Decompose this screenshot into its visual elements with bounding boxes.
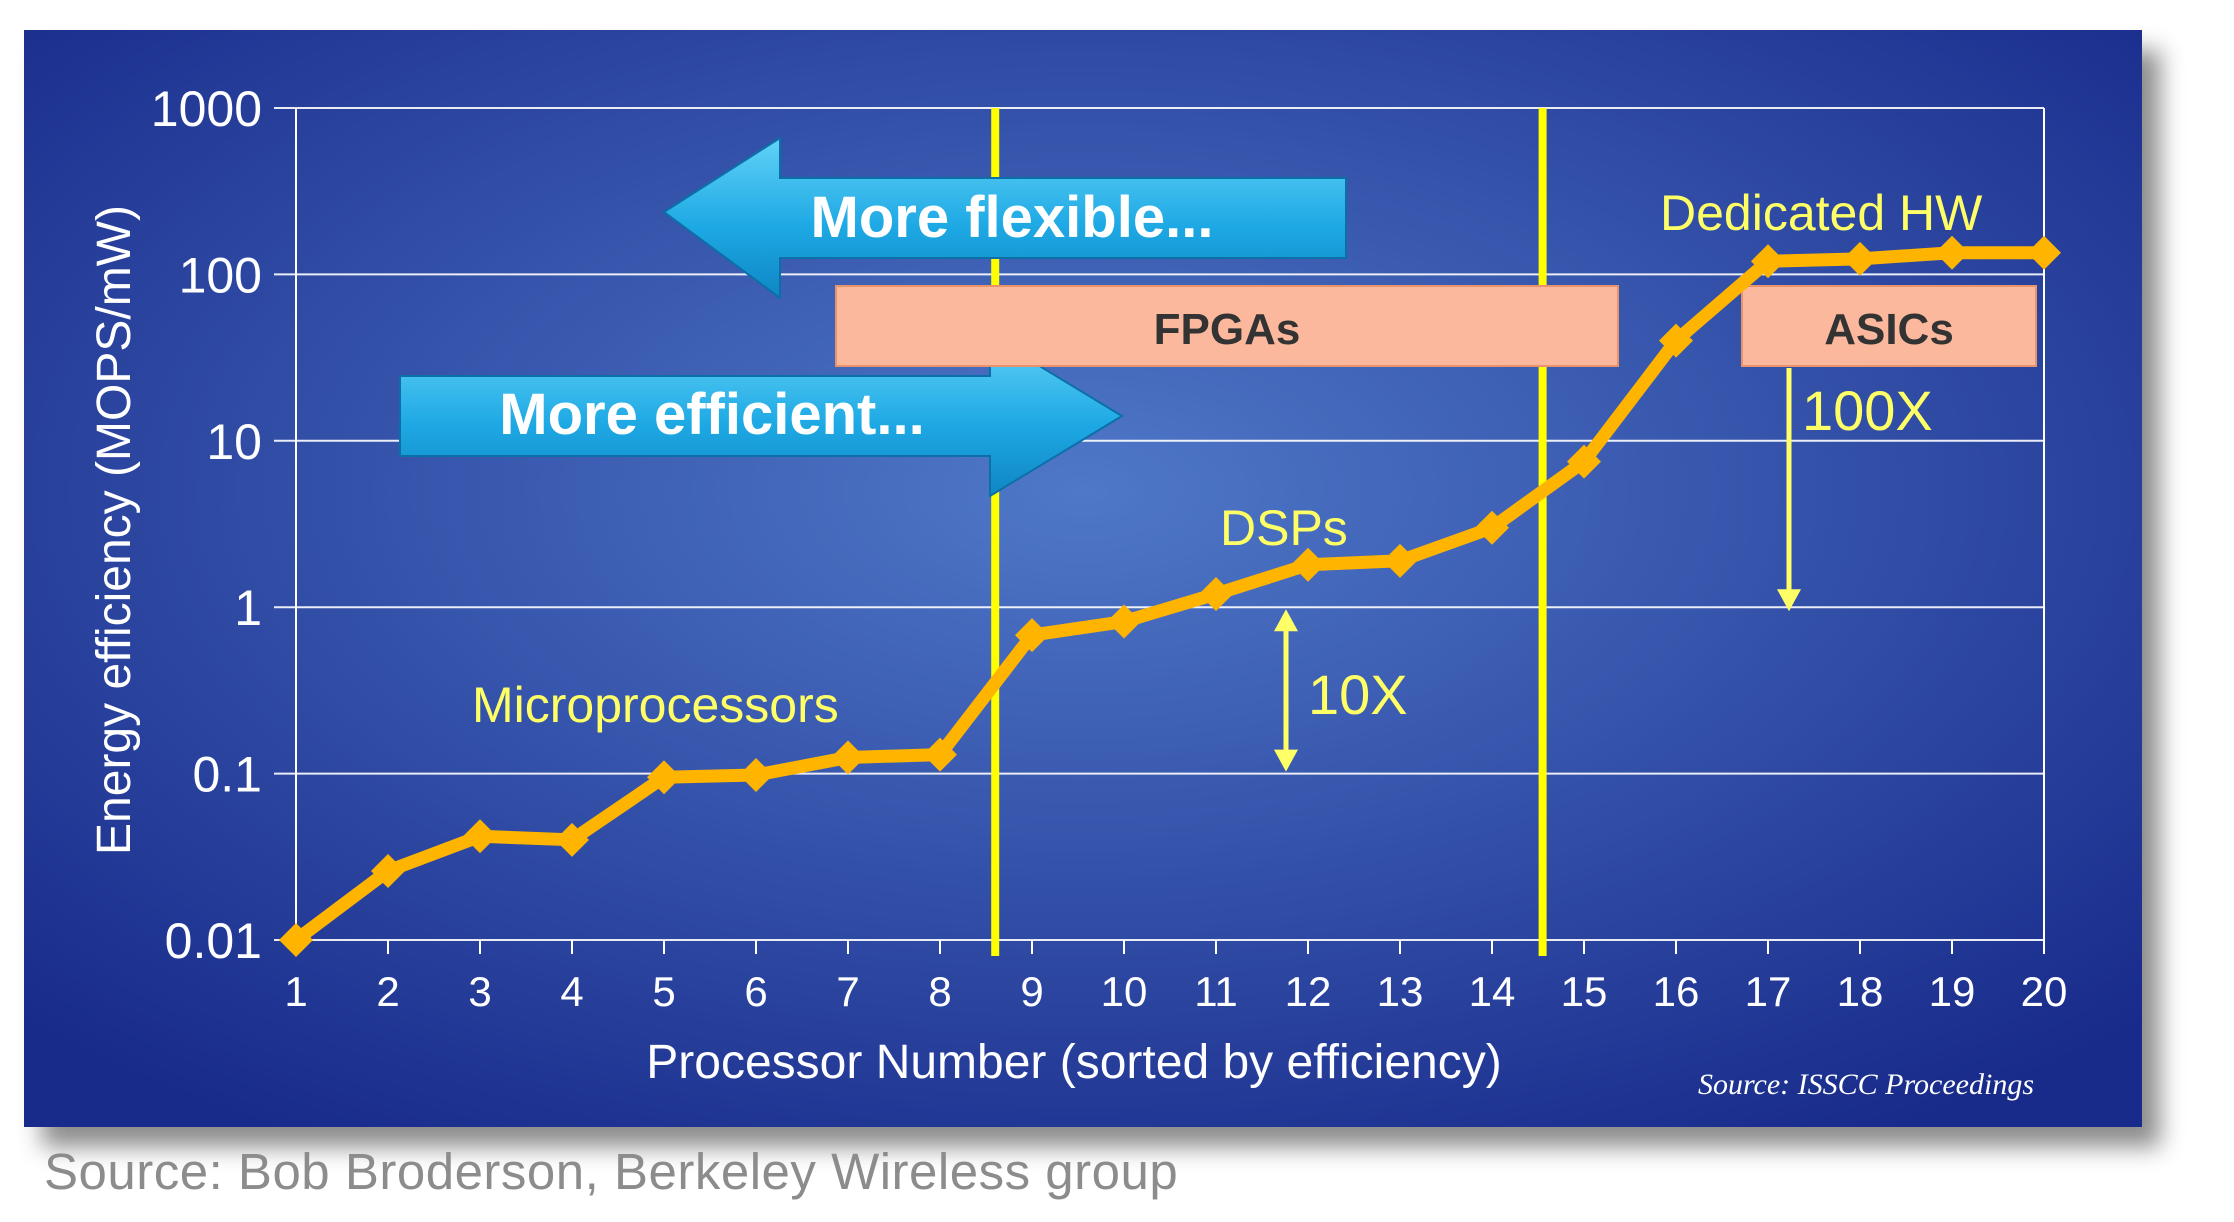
data-point [1567,444,1601,479]
y-axis-title: Energy efficiency (MOPS/mW) [88,205,141,855]
data-point [1291,547,1325,582]
data-point [1107,604,1141,639]
x-tick-label: 17 [1745,968,1792,1015]
x-tick-label: 2 [376,968,399,1015]
data-point [1199,577,1233,612]
x-axis-title: Processor Number (sorted by efficiency) [646,1036,1501,1089]
data-point [923,737,957,772]
x-tick-label: 7 [836,968,859,1015]
data-point [555,822,589,857]
tenx-arrow-head-down [1274,749,1298,772]
x-tick-label: 4 [560,968,583,1015]
tenx-arrow-head-up [1274,609,1298,632]
data-point [371,853,405,888]
y-tick-label: 10 [206,414,262,470]
x-tick-label: 11 [1194,968,1238,1015]
x-tick-label: 6 [744,968,767,1015]
x-tick-label: 1 [284,968,307,1015]
more-efficient-arrow [399,334,1124,498]
y-tick-label: 0.01 [165,913,262,969]
x-tick-label: 5 [652,968,675,1015]
x-tick-label: 9 [1020,968,1043,1015]
data-point [647,760,681,795]
x-tick-label: 19 [1929,968,1976,1015]
fpgas-label: FPGAs [1154,305,1301,354]
data-point [739,758,773,793]
more-flexible-arrow [662,136,1347,300]
data-point [1751,244,1785,279]
data-point [279,923,313,957]
efficiency-series-line [289,246,2051,947]
x-tick-label: 16 [1653,968,1700,1015]
data-point [831,740,865,775]
y-tick-label: 0.1 [192,747,262,803]
data-point [2027,235,2061,270]
data-point [463,819,497,854]
hundredx-arrow-head [1777,589,1801,612]
dsps-label: DSPs [1220,500,1348,556]
x-tick-label: 20 [2021,968,2068,1015]
x-tick-label: 13 [1377,968,1424,1015]
footer-source: Source: Bob Broderson, Berkeley Wireless… [44,1143,1179,1200]
x-tick-label: 3 [468,968,491,1015]
tenx-label: 10X [1308,663,1408,726]
fpgas-box [835,285,1619,367]
more-efficient-label: More efficient... [499,382,924,447]
data-point [1935,235,1969,270]
x-tick-label: 8 [928,968,951,1015]
more-flexible-label: More flexible... [811,185,1214,250]
x-tick-label: 14 [1469,968,1516,1015]
microprocessors-label: Microprocessors [472,677,839,733]
x-tick-label: 15 [1561,968,1608,1015]
y-tick-label: 1000 [151,81,262,137]
y-tick-label: 1 [234,580,262,636]
x-tick-label: 10 [1101,968,1148,1015]
data-point [1383,543,1417,578]
dedicated-hw-label: Dedicated HW [1660,185,1983,241]
data-point [1843,241,1877,276]
asics-box [1741,285,2037,367]
y-tick-label: 100 [179,247,262,303]
data-point [1015,618,1049,653]
hundredx-label: 100X [1802,379,1933,442]
asics-label: ASICs [1824,305,1954,354]
x-tick-label: 12 [1285,968,1332,1015]
x-tick-label: 18 [1837,968,1884,1015]
chart-panel: 0.01 0.1 1 10 100 1000 1 2 3 4 5 6 7 8 9 10 11 12 13 14 15 1… [24,30,2142,1127]
data-point [1659,323,1693,358]
isscc-source-label: Source: ISSCC Proceedings [1698,1068,2034,1101]
